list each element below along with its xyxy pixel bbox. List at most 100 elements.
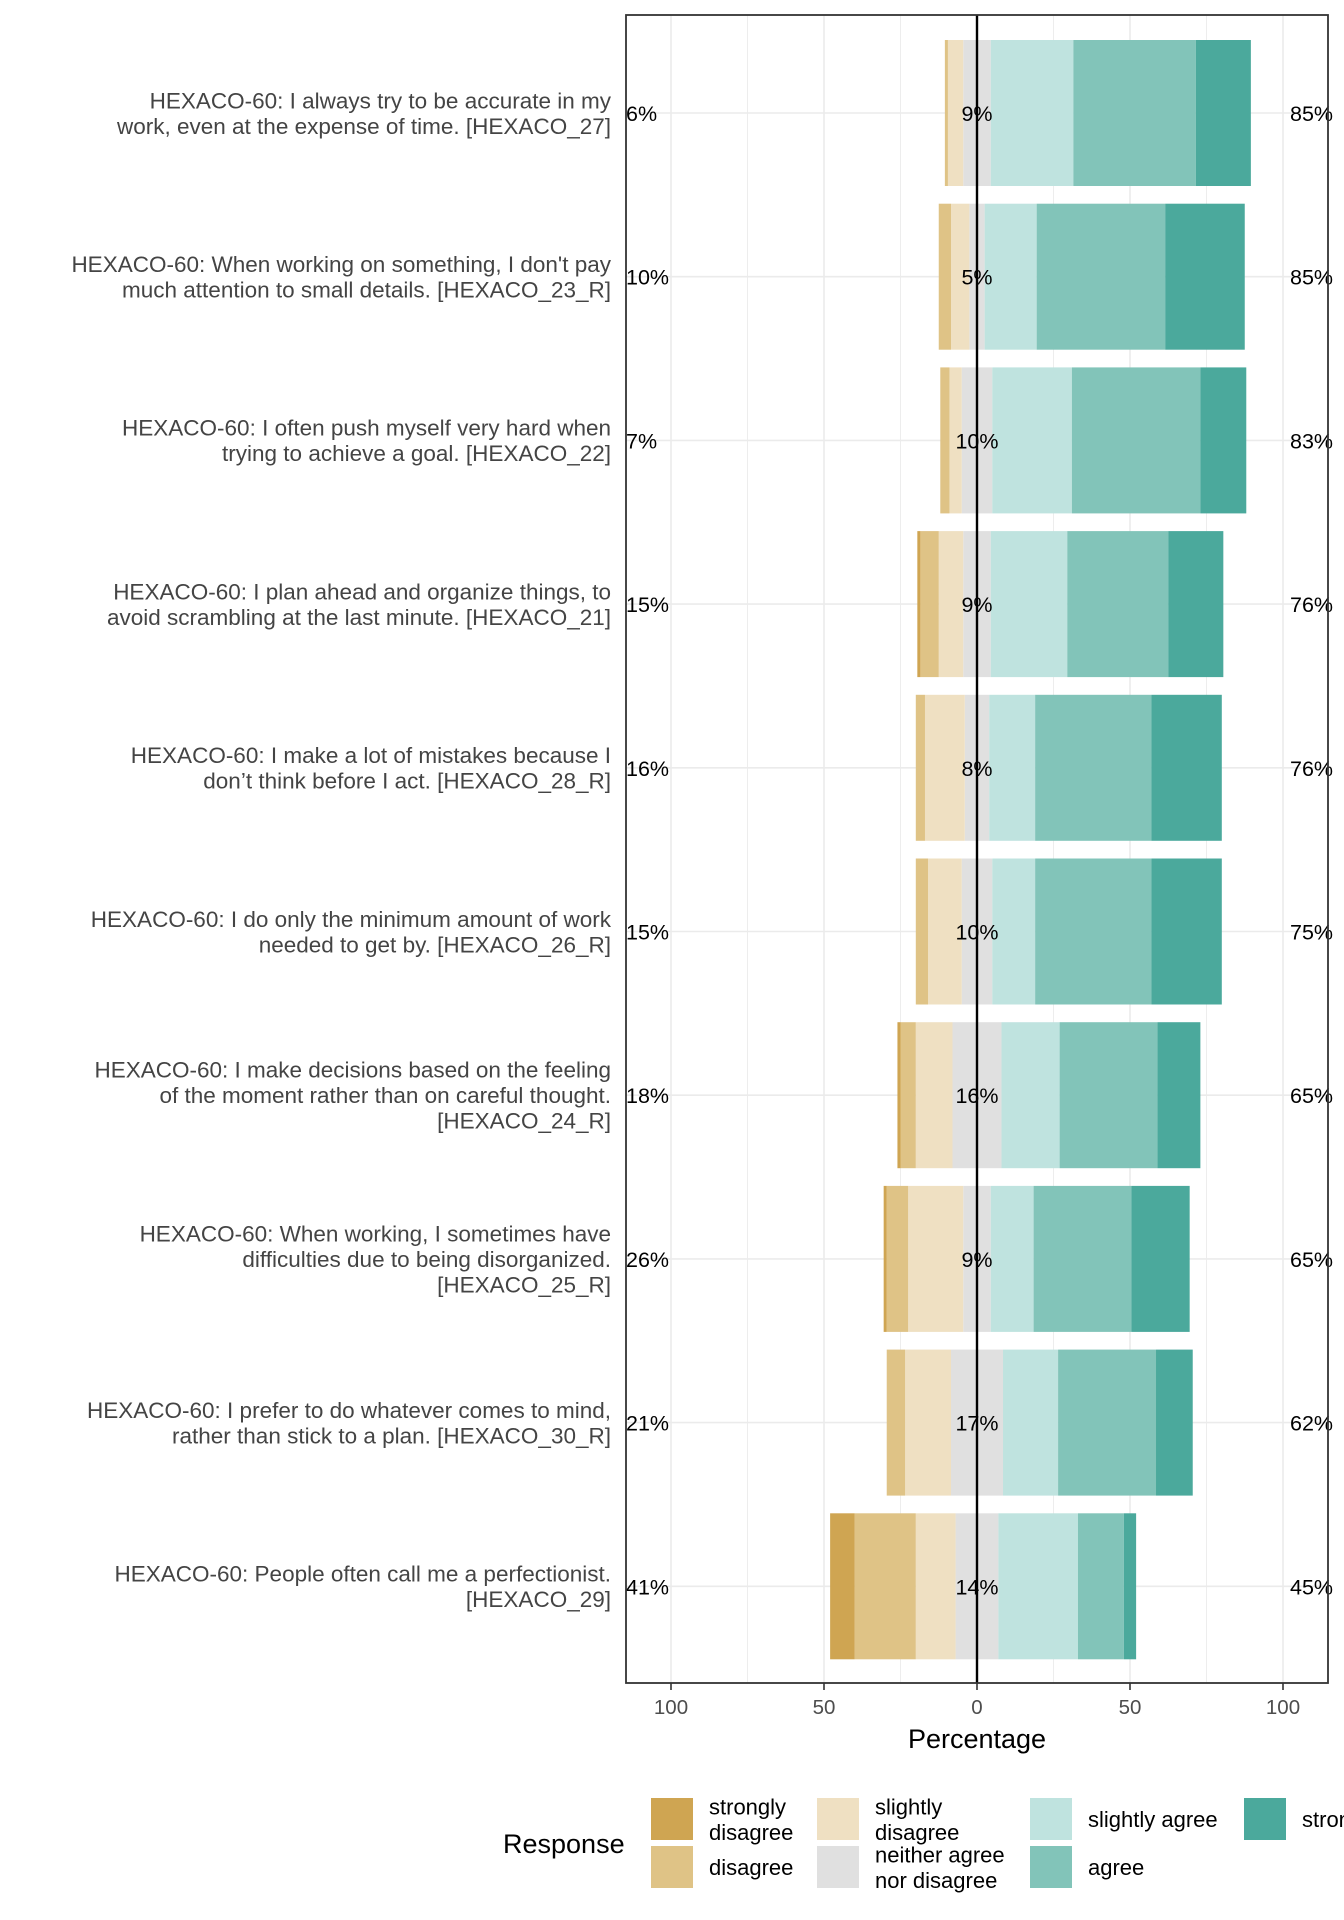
low-percentage-label: 18% [626,1084,669,1108]
item-label: HEXACO-60: I do only the minimum amount … [91,907,612,958]
bar-segment-disagree [920,531,939,678]
bar-segment-slightly-disagree [949,367,962,514]
bar-segment-neither-agree-nor-disagree [977,1022,1002,1169]
bar-segment-strongly-disagree [917,531,921,678]
low-percentage-label: 41% [626,1575,669,1599]
high-percentage-label: 65% [1290,1084,1333,1108]
legend-label: slightly agree [1088,1807,1218,1832]
bar-segment-strongly-agree [1165,203,1245,350]
bar-segment-disagree [854,1513,916,1660]
bar-segment-strongly-agree [1168,531,1224,678]
bar-segment-slightly-agree [984,203,1037,350]
bar-segment-disagree [944,40,948,186]
x-axis: 100 50 0 50 100 Percentage [654,1683,1300,1754]
x-tick-label: 50 [813,1696,836,1719]
bar-segment-strongly-disagree [883,1185,887,1332]
legend-title: Response [503,1829,625,1859]
bar-segment-neither-agree-nor-disagree [963,1185,977,1332]
bar-segment-agree [1077,1513,1124,1660]
x-axis-title: Percentage [908,1724,1046,1754]
bar-segment-slightly-disagree [915,1513,956,1660]
x-tick-label: 100 [1266,1696,1300,1719]
bar-segment-neither-agree-nor-disagree [964,694,977,841]
legend-item: strongly agree [1244,1798,1344,1840]
bar-segment-neither-agree-nor-disagree [961,858,977,1005]
bar-segment-agree [1071,367,1201,514]
high-percentage-label: 85% [1290,102,1333,126]
bar-segment-neither-agree-nor-disagree [969,203,977,350]
bar-segment-slightly-disagree [924,694,965,841]
bar-rows: HEXACO-60: I always try to be accurate i… [71,40,1333,1660]
item-label: HEXACO-60: I plan ahead and organize thi… [107,579,611,630]
bar-stack [940,367,1247,514]
bar-segment-strongly-agree [1157,1022,1201,1169]
item-label: HEXACO-60: I make a lot of mistakes beca… [131,743,611,794]
bar-segment-strongly-agree [1123,1513,1137,1660]
bar-segment-disagree [915,858,929,1005]
bar-segment-slightly-agree [998,1513,1078,1660]
bar-segment-disagree [915,694,925,841]
legend-label: strongly disagree [709,1794,793,1845]
legend-label: disagree [709,1855,793,1880]
bar-segment-neither-agree-nor-disagree [963,40,977,186]
high-percentage-label: 62% [1290,1412,1333,1436]
legend-swatch [1030,1798,1072,1840]
legend-swatch [1244,1798,1286,1840]
bar-segment-neither-agree-nor-disagree [977,1513,999,1660]
bar-segment-slightly-disagree [915,1022,953,1169]
bar-stack [886,1349,1193,1496]
bar-segment-slightly-agree [990,531,1068,678]
legend-label: slightly disagree [875,1794,959,1845]
legend: Response strongly disagree disagree slightly… [503,1794,1344,1893]
bar-stack [897,1022,1201,1169]
legend-item: strongly disagree [651,1794,793,1845]
bar-segment-neither-agree-nor-disagree [961,367,977,514]
item-label: HEXACO-60: I often push myself very hard… [122,416,611,467]
high-percentage-label: 85% [1290,266,1333,290]
high-percentage-label: 76% [1290,757,1333,781]
bar-segment-slightly-disagree [908,1185,964,1332]
bar-segment-agree [1059,1022,1158,1169]
high-percentage-label: 83% [1290,429,1333,453]
bar-segment-strongly-disagree [897,1022,901,1169]
bar-segment-neither-agree-nor-disagree [952,1022,977,1169]
bar-segment-strongly-agree [1200,367,1247,514]
item-label: HEXACO-60: People often call me a perfec… [115,1562,612,1613]
bar-segment-slightly-agree [1003,1349,1059,1496]
high-percentage-label: 45% [1290,1575,1333,1599]
bar-segment-neither-agree-nor-disagree [977,203,985,350]
legend-item: slightly agree [1030,1798,1218,1840]
legend-item: agree [1030,1846,1144,1888]
bar-segment-disagree [886,1185,909,1332]
x-tick-label: 100 [654,1696,688,1719]
bar-segment-agree [1073,40,1196,186]
bar-stack [883,1185,1190,1332]
bar-segment-slightly-agree [990,1185,1034,1332]
legend-label: agree [1088,1855,1144,1880]
bar-segment-strongly-agree [1156,1349,1193,1496]
bar-segment-neither-agree-nor-disagree [977,1349,1004,1496]
legend-swatch [817,1846,859,1888]
bar-segment-strongly-agree [1151,694,1222,841]
bar-segment-slightly-agree [989,694,1036,841]
item-label: HEXACO-60: When working on something, I … [71,252,611,303]
bar-stack [938,203,1245,350]
legend-label: strongly agree [1302,1807,1344,1832]
low-percentage-label: 21% [626,1412,669,1436]
bar-segment-slightly-disagree [905,1349,951,1496]
legend-item: slightly disagree [817,1794,959,1845]
bar-segment-neither-agree-nor-disagree [955,1513,977,1660]
high-percentage-label: 76% [1290,593,1333,617]
bar-segment-neither-agree-nor-disagree [963,531,977,678]
bar-segment-strongly-disagree [830,1513,855,1660]
bar-stack [917,531,1224,678]
legend-swatch [817,1798,859,1840]
bar-segment-slightly-disagree [938,531,964,678]
high-percentage-label: 75% [1290,921,1333,945]
low-percentage-label: 26% [626,1248,669,1272]
bar-stack [915,694,1222,841]
bar-segment-neither-agree-nor-disagree [977,1185,991,1332]
bar-segment-strongly-agree [1151,858,1222,1005]
legend-swatch [1030,1846,1072,1888]
